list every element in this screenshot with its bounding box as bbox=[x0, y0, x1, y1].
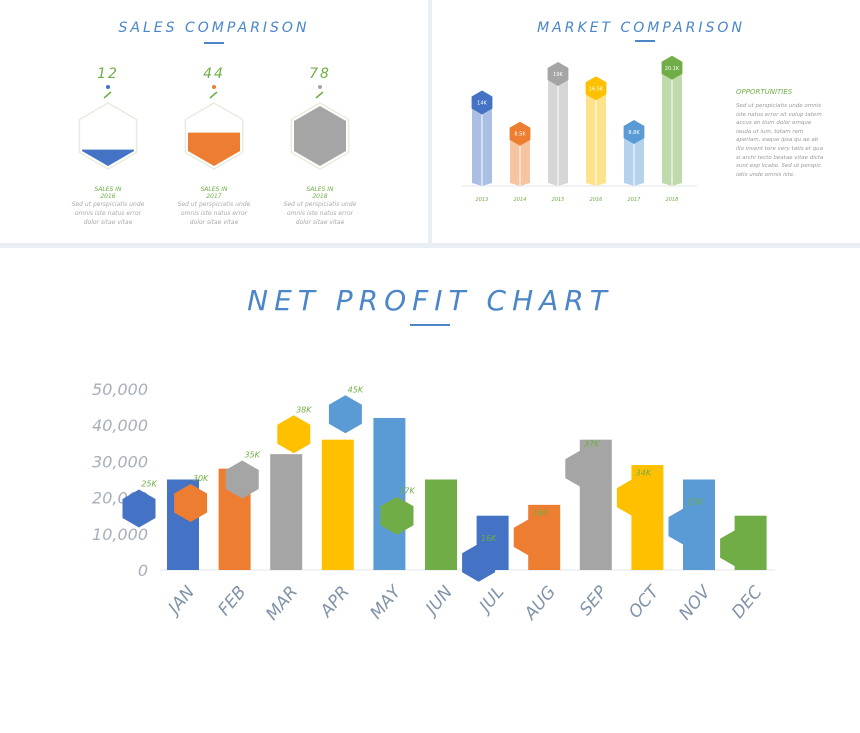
profit-bar bbox=[425, 479, 457, 570]
profit-bar bbox=[321, 439, 354, 570]
profit-hexagon bbox=[277, 415, 311, 454]
divider bbox=[410, 324, 450, 326]
sales-value: 44 bbox=[203, 66, 225, 82]
x-tick-label: MAR bbox=[262, 582, 302, 624]
sales-hexagon bbox=[290, 85, 350, 170]
sales-label: SALES IN 2018 bbox=[306, 186, 334, 200]
profit-data-label: 25K bbox=[687, 498, 703, 507]
y-tick-label: 50,000 bbox=[92, 380, 148, 399]
profit-data-label: 37K bbox=[584, 440, 600, 449]
profit-data-label: 35K bbox=[244, 451, 260, 460]
profit-data-label: 16K bbox=[481, 534, 497, 543]
net-profit-panel: NET PROFIT CHART 0 10,000 20,000 30,000 40,0… bbox=[0, 248, 860, 733]
y-tick-label: 40,000 bbox=[92, 416, 148, 435]
market-title: MARKET COMPARISON bbox=[537, 20, 745, 36]
sales-description: Sed ut perspiciatis unde omnis iste natu… bbox=[71, 201, 145, 226]
hexagon-fill bbox=[188, 132, 240, 166]
divider bbox=[204, 42, 224, 44]
market-panel: MARKET COMPARISON 14K 2013 8.5K 2014 19K 2015… bbox=[432, 0, 860, 243]
x-tick-label: JUL bbox=[474, 582, 509, 618]
profit-data-label: 38K bbox=[296, 405, 312, 414]
x-tick-label: OCT bbox=[625, 581, 664, 622]
tick-mark bbox=[315, 91, 324, 99]
opportunities-text: Sed ut perspiciatis unde omnis iste natu… bbox=[736, 103, 824, 178]
sales-hexagon bbox=[78, 85, 138, 170]
x-tick-label: MAY bbox=[366, 581, 406, 623]
sales-description: Sed ut perspiciatis unde omnis iste natu… bbox=[177, 201, 251, 226]
tick-mark bbox=[103, 91, 112, 99]
profit-hexagon bbox=[616, 478, 650, 517]
market-bar-label: 16.5K bbox=[589, 86, 604, 92]
sales-description: Sed ut perspiciatis unde omnis iste natu… bbox=[283, 201, 357, 226]
profit-hexagon bbox=[462, 543, 496, 582]
market-hexagon bbox=[547, 62, 569, 86]
sales-hexagon bbox=[184, 85, 244, 170]
dot-marker bbox=[106, 85, 110, 89]
market-x-tick: 2014 bbox=[514, 197, 527, 203]
market-hexagon bbox=[471, 90, 493, 115]
profit-hexagon bbox=[122, 489, 156, 528]
profit-bar bbox=[373, 417, 406, 570]
market-hexagon bbox=[661, 55, 683, 80]
x-tick-label: JUN bbox=[420, 582, 457, 620]
profit-data-label: 45K bbox=[348, 385, 364, 394]
profit-hexagon bbox=[225, 460, 259, 499]
sales-panel: SALES COMPARISON 12 SALES IN 2016 Sed ut p… bbox=[0, 0, 428, 243]
divider bbox=[635, 40, 655, 42]
x-tick-label: SEP bbox=[576, 582, 612, 620]
sales-item: 12 SALES IN 2016 Sed ut perspiciatis unde … bbox=[58, 66, 158, 227]
y-tick-label: 0 bbox=[138, 561, 148, 580]
market-x-tick: 2018 bbox=[666, 197, 679, 203]
market-bar-label: 19K bbox=[553, 72, 563, 78]
market-bar-label: 8.5K bbox=[514, 132, 526, 138]
market-bar-label: 14K bbox=[477, 100, 487, 106]
profit-hexagon bbox=[565, 449, 599, 488]
profit-hexagon bbox=[668, 507, 702, 546]
sales-label: SALES IN 2016 bbox=[94, 186, 122, 200]
profit-hexagon bbox=[380, 496, 414, 535]
profit-hexagon bbox=[720, 529, 754, 568]
profit-data-label: 25K bbox=[141, 479, 157, 488]
profit-data-label: 30K bbox=[193, 474, 209, 483]
profit-hexagon bbox=[174, 484, 208, 522]
market-hexagon bbox=[623, 120, 645, 144]
net-profit-chart: 010,00020,00030,00040,00050,00025KJAN30K… bbox=[92, 380, 775, 625]
hexagon-fill bbox=[294, 106, 346, 166]
sales-title: SALES COMPARISON bbox=[118, 20, 310, 36]
x-tick-label: AUG bbox=[520, 582, 560, 624]
sales-label: SALES IN 2017 bbox=[200, 186, 228, 200]
profit-hexagon bbox=[328, 395, 362, 434]
sales-item: 44 SALES IN 2017 Sed ut perspiciatis unde … bbox=[164, 66, 264, 227]
market-hexagon bbox=[509, 121, 531, 146]
market-x-tick: 2017 bbox=[628, 197, 642, 203]
market-bar-label: 20.1K bbox=[665, 66, 680, 72]
profit-data-label: 27K bbox=[399, 487, 415, 496]
net-profit-title: NET PROFIT CHART bbox=[247, 284, 613, 317]
x-tick-label: NOV bbox=[675, 581, 715, 624]
opportunities-title: OPPORTUNITIES bbox=[736, 88, 793, 96]
sales-value: 78 bbox=[309, 66, 331, 82]
market-hexagon bbox=[585, 76, 607, 101]
hexagon-fill bbox=[82, 149, 134, 166]
dot-marker bbox=[318, 85, 322, 89]
y-tick-label: 30,000 bbox=[92, 452, 148, 471]
x-tick-label: DEC bbox=[728, 582, 766, 622]
profit-data-label: 34K bbox=[636, 469, 652, 478]
dot-marker bbox=[212, 85, 216, 89]
profit-hexagon bbox=[513, 518, 547, 557]
x-tick-label: FEB bbox=[214, 582, 250, 620]
profit-bar bbox=[270, 454, 303, 570]
tick-mark bbox=[209, 91, 218, 99]
sales-value: 12 bbox=[97, 66, 119, 82]
market-chart: 14K 2013 8.5K 2014 19K 2015 16.5K 2016 8.8K 2017 2… bbox=[462, 55, 697, 203]
x-tick-label: APR bbox=[316, 582, 354, 621]
profit-data-label: 19K bbox=[532, 508, 548, 517]
y-tick-label: 10,000 bbox=[92, 525, 148, 544]
sales-item: 78 SALES IN 2018 Sed ut perspiciatis unde … bbox=[270, 66, 370, 227]
x-tick-label: JAN bbox=[163, 582, 199, 620]
market-x-tick: 2015 bbox=[552, 197, 565, 203]
market-bar-label: 8.8K bbox=[628, 130, 640, 136]
market-x-tick: 2016 bbox=[590, 197, 603, 203]
market-x-tick: 2013 bbox=[476, 197, 489, 203]
